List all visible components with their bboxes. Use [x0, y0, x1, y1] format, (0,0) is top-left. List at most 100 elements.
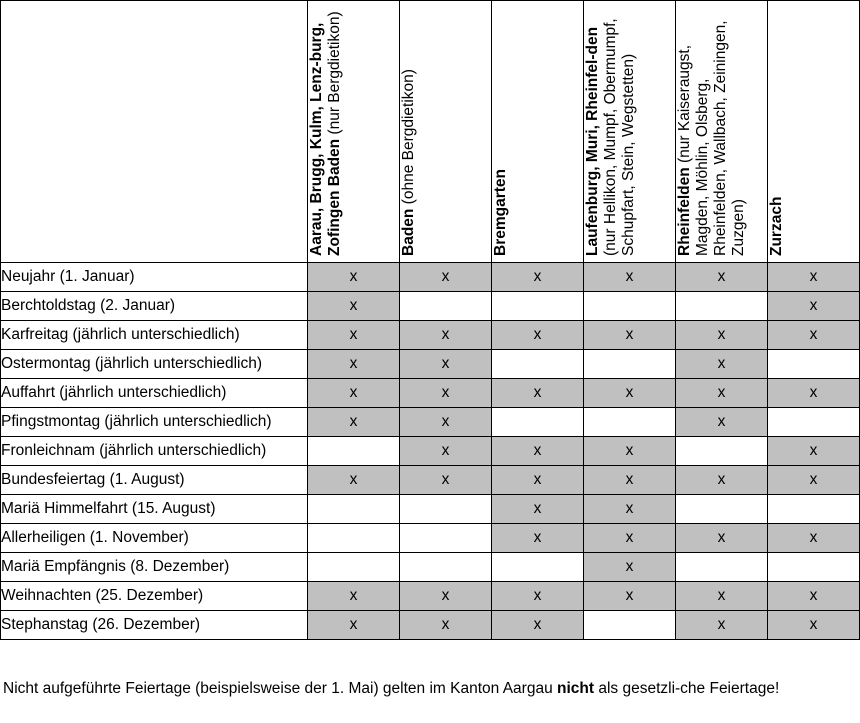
- holiday-cell: x: [307, 378, 400, 408]
- holiday-cell: [491, 552, 584, 582]
- table-row: Allerheiligen (1. November) x x x x: [0, 523, 860, 553]
- table-row: Ostermontag (jährlich unterschiedlich) x x…: [0, 349, 860, 379]
- column-header-text: Baden (ohne Bergdietikon): [399, 8, 418, 256]
- holiday-label: Bundesfeiertag (1. August): [0, 465, 308, 495]
- holiday-label: Fronleichnam (jährlich unterschiedlich): [0, 436, 308, 466]
- holiday-cell: x: [491, 378, 584, 408]
- holiday-cell: [307, 523, 400, 553]
- column-header-part: [326, 186, 343, 190]
- holiday-label: Weihnachten (25. Dezember): [0, 581, 308, 611]
- holiday-cell: x: [583, 581, 676, 611]
- holiday-cell: x: [767, 465, 860, 495]
- holiday-label: Ostermontag (jährlich unterschiedlich): [0, 349, 308, 379]
- table-row: Stephanstag (26. Dezember) x x x x x: [0, 610, 860, 640]
- holiday-cell: x: [767, 320, 860, 350]
- table-row: Mariä Himmelfahrt (15. August) x x: [0, 494, 860, 524]
- holiday-label: Allerheiligen (1. November): [0, 523, 308, 553]
- corner-cell: [0, 0, 308, 263]
- holiday-cell: [675, 494, 768, 524]
- holiday-cell: [675, 291, 768, 321]
- holiday-cell: x: [491, 320, 584, 350]
- table-row: Weihnachten (25. Dezember) x x x x x x: [0, 581, 860, 611]
- table-row: Berchtoldstag (2. Januar) x x: [0, 291, 860, 321]
- holiday-cell: x: [583, 465, 676, 495]
- holiday-cell: x: [491, 494, 584, 524]
- holiday-table: Aarau, Brugg, Kulm, Lenz-burg, Zofingen …: [0, 0, 860, 640]
- holiday-cell: x: [767, 610, 860, 640]
- holiday-cell: [583, 349, 676, 379]
- holiday-cell: x: [491, 436, 584, 466]
- holiday-cell: [399, 494, 492, 524]
- holiday-cell: x: [399, 378, 492, 408]
- table-body: Neujahr (1. Januar) x x x x x x Berchtoldstag (…: [0, 262, 860, 640]
- holiday-cell: x: [675, 407, 768, 437]
- table-row: Fronleichnam (jährlich unterschiedlich) x…: [0, 436, 860, 466]
- holiday-cell: x: [583, 378, 676, 408]
- holiday-cell: [767, 552, 860, 582]
- holiday-cell: [491, 291, 584, 321]
- holiday-cell: x: [399, 320, 492, 350]
- holiday-label: Berchtoldstag (2. Januar): [0, 291, 308, 321]
- holiday-cell: x: [767, 436, 860, 466]
- footnote-text-before: Nicht aufgeführte Feiertage (beispielswe…: [3, 680, 557, 697]
- holiday-cell: x: [491, 523, 584, 553]
- table-row: Neujahr (1. Januar) x x x x x x: [0, 262, 860, 292]
- holiday-cell: x: [399, 262, 492, 292]
- holiday-cell: x: [399, 581, 492, 611]
- column-header-0: Aarau, Brugg, Kulm, Lenz-burg, Zofingen …: [307, 0, 400, 263]
- column-header-text: Rheinfelden (nur Kaiseraugst, Magden, Mö…: [675, 8, 748, 256]
- column-header-part: (nur Bergdietikon): [325, 11, 343, 139]
- holiday-cell: [307, 494, 400, 524]
- holiday-cell: [491, 349, 584, 379]
- table-row: Karfreitag (jährlich unterschiedlich) x x x…: [0, 320, 860, 350]
- column-header-part: Rheinfelden: [675, 167, 693, 256]
- holiday-label: Auffahrt (jährlich unterschiedlich): [0, 378, 308, 408]
- holiday-cell: x: [675, 610, 768, 640]
- holiday-label: Neujahr (1. Januar): [0, 262, 308, 292]
- holiday-cell: [675, 552, 768, 582]
- column-header-part: (ohne Bergdietikon): [399, 69, 417, 209]
- holiday-label: Karfreitag (jährlich unterschiedlich): [0, 320, 308, 350]
- footnote: Nicht aufgeführte Feiertage (beispielswe…: [3, 679, 803, 699]
- holiday-cell: [675, 436, 768, 466]
- holiday-cell: x: [583, 320, 676, 350]
- holiday-label: Pfingstmontag (jährlich unterschiedlich): [0, 407, 308, 437]
- holiday-cell: x: [307, 407, 400, 437]
- holiday-cell: x: [675, 465, 768, 495]
- holiday-cell: [767, 407, 860, 437]
- holiday-cell: x: [399, 349, 492, 379]
- holiday-cell: x: [583, 436, 676, 466]
- holiday-cell: x: [583, 523, 676, 553]
- holiday-label: Stephanstag (26. Dezember): [0, 610, 308, 640]
- holiday-cell: x: [675, 523, 768, 553]
- column-header-part: (nur Hellikon, Mumpf, Obermumpf, Schupfa…: [601, 18, 637, 256]
- holiday-cell: [399, 291, 492, 321]
- holiday-cell: x: [307, 465, 400, 495]
- holiday-cell: x: [583, 262, 676, 292]
- table-row: Auffahrt (jährlich unterschiedlich) x x x x x…: [0, 378, 860, 408]
- holiday-cell: x: [767, 291, 860, 321]
- holiday-cell: x: [767, 378, 860, 408]
- holiday-cell: x: [675, 349, 768, 379]
- holiday-cell: x: [675, 262, 768, 292]
- holiday-cell: x: [399, 436, 492, 466]
- holiday-label: Mariä Himmelfahrt (15. August): [0, 494, 308, 524]
- column-header-part: Zurzach: [767, 196, 785, 256]
- holiday-cell: x: [491, 262, 584, 292]
- holiday-cell: x: [307, 581, 400, 611]
- holiday-cell: [767, 494, 860, 524]
- column-header-text: Aarau, Brugg, Kulm, Lenz-burg, Zofingen …: [309, 8, 344, 256]
- column-header-part: Baden: [325, 138, 343, 187]
- holiday-cell: x: [675, 581, 768, 611]
- holiday-cell: [583, 610, 676, 640]
- column-header-text: Zurzach: [767, 8, 786, 256]
- holiday-cell: [399, 523, 492, 553]
- column-header-part: Laufenburg, Muri, Rheinfel-den: [583, 26, 601, 256]
- holiday-label: Mariä Empfängnis (8. Dezember): [0, 552, 308, 582]
- holiday-cell: x: [399, 407, 492, 437]
- holiday-cell: x: [583, 494, 676, 524]
- holiday-cell: [307, 436, 400, 466]
- column-header-1: Baden (ohne Bergdietikon): [399, 0, 492, 263]
- holiday-cell: x: [307, 291, 400, 321]
- column-header-text: Laufenburg, Muri, Rheinfel-den (nur Hell…: [583, 8, 638, 256]
